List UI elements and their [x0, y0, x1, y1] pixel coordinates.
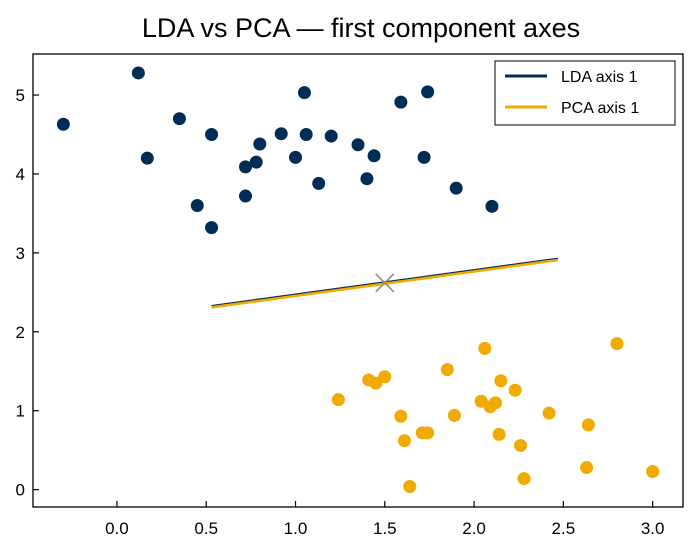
scatter-point	[421, 426, 435, 440]
scatter-point	[508, 383, 522, 397]
scatter-point	[542, 406, 556, 420]
scatter-point	[403, 479, 417, 493]
y-tick-label: 1	[16, 402, 25, 421]
scatter-point	[610, 337, 624, 351]
scatter-point	[360, 172, 374, 186]
legend-label-pca: PCA axis 1	[561, 100, 639, 117]
scatter-point	[514, 438, 527, 452]
scatter-point	[494, 374, 508, 388]
x-tick-label: 2.0	[462, 519, 486, 538]
plot-area	[56, 66, 660, 493]
x-tick-label: 1.0	[284, 519, 308, 538]
scatter-point	[297, 86, 311, 100]
scatter-point	[397, 434, 411, 448]
scatter-point	[312, 176, 326, 190]
scatter-point	[289, 150, 302, 164]
legend: LDA axis 1 PCA axis 1	[494, 60, 676, 126]
x-tick-label: 2.5	[552, 519, 576, 538]
scatter-point	[205, 128, 219, 141]
scatter-point	[239, 189, 252, 203]
axes: 0.0 0.5 1.0 1.5 2.0 2.5 3.0 0 1 2 3 4 5	[16, 86, 665, 538]
scatter-point	[190, 199, 204, 213]
scatter-point	[351, 138, 365, 152]
scatter-point	[485, 199, 499, 213]
scatter-point	[249, 155, 263, 169]
x-tick-label: 3.0	[641, 519, 665, 538]
scatter-point	[378, 370, 392, 384]
scatter-point	[447, 408, 461, 422]
y-tick-label: 0	[16, 481, 25, 500]
mean-marker-stroke	[375, 273, 395, 293]
scatter-point	[646, 464, 660, 478]
scatter-point	[394, 95, 408, 109]
mean-marker-icon	[375, 273, 395, 293]
scatter-point	[492, 427, 506, 441]
scatter-point	[581, 418, 595, 432]
legend-label-lda: LDA axis 1	[561, 69, 638, 86]
scatter-point	[517, 472, 531, 486]
scatter-point	[394, 409, 408, 423]
scatter-point	[205, 221, 219, 235]
scatter-point	[580, 461, 594, 475]
y-tick-label: 3	[16, 244, 25, 263]
scatter-point	[489, 396, 502, 410]
scatter-point	[478, 341, 492, 355]
x-tick-label: 0.0	[105, 519, 129, 538]
scatter-point	[421, 85, 435, 99]
scatter-point	[367, 149, 381, 163]
chart-title: LDA vs PCA — first component axes	[142, 13, 580, 43]
scatter-point	[440, 363, 454, 377]
scatter-point	[239, 160, 252, 174]
scatter-point	[140, 151, 154, 165]
scatter-point	[299, 128, 313, 141]
x-tick-label: 0.5	[194, 519, 218, 538]
scatter-point	[324, 129, 338, 143]
scatter-point	[172, 112, 186, 126]
y-tick-label: 2	[16, 323, 25, 342]
scatter-point	[331, 393, 345, 407]
scatter-point	[417, 150, 431, 164]
y-tick-label: 4	[16, 165, 25, 184]
scatter-point	[449, 181, 463, 195]
scatter-point	[274, 127, 288, 141]
scatter-point	[131, 66, 145, 80]
legend-frame	[494, 60, 676, 126]
scatter-point	[56, 117, 70, 131]
x-tick-label: 1.5	[373, 519, 397, 538]
scatter-point	[253, 137, 267, 151]
y-tick-label: 5	[16, 86, 25, 105]
plot-frame	[32, 53, 684, 508]
